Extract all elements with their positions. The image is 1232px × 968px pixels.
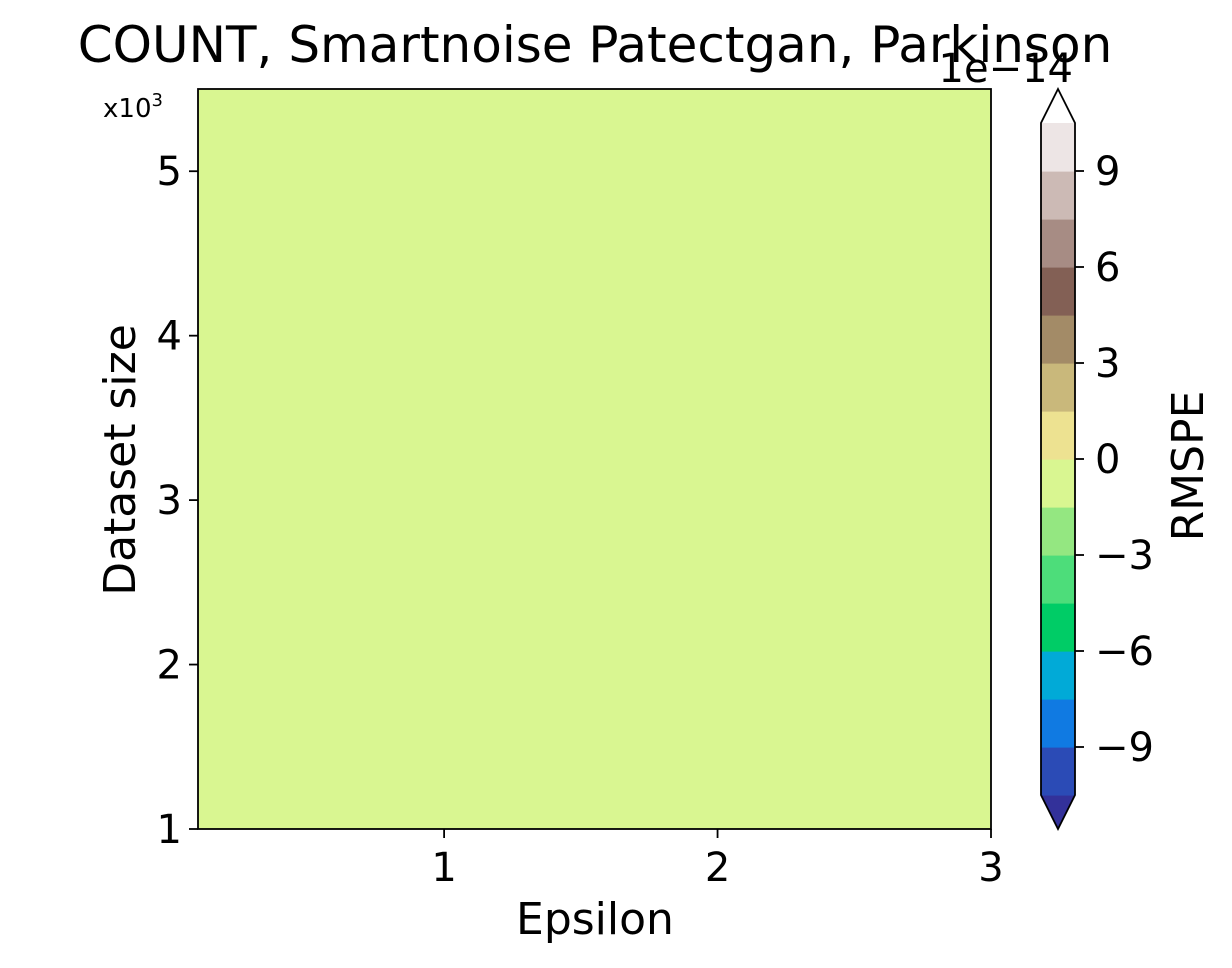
colorbar-segment (1041, 315, 1075, 364)
colorbar-segment (1041, 363, 1075, 412)
colorbar-tick-label: 6 (1095, 245, 1120, 291)
y-tick-label: 2 (157, 643, 182, 689)
colorbar-segment (1041, 507, 1075, 556)
colorbar-segment (1041, 411, 1075, 460)
colorbar-segment (1041, 219, 1075, 268)
colorbar-segment (1041, 699, 1075, 748)
y-tick-label: 3 (157, 478, 182, 524)
x-axis-label: Epsilon (516, 894, 674, 945)
colorbar-segment (1041, 123, 1075, 172)
plot-area: 1 2 3 1 2 3 4 5 (157, 88, 1004, 891)
colorbar-tick-label: −9 (1095, 725, 1154, 771)
x-tick-label: 1 (431, 845, 456, 891)
x-tick-label: 3 (978, 845, 1003, 891)
heatmap-fill (198, 89, 991, 829)
y-axis-multiplier: x103 (103, 90, 163, 124)
colorbar-tick-label: −6 (1095, 629, 1154, 675)
colorbar-segment (1041, 747, 1075, 796)
colorbar-extend-min (1041, 795, 1075, 829)
colorbar-offset-text: 1e−14 (939, 46, 1073, 92)
colorbar-segment (1041, 171, 1075, 220)
colorbar-tick-label: −3 (1095, 533, 1154, 579)
y-tick-label: 4 (157, 314, 182, 360)
colorbar-tick-label: 9 (1095, 149, 1120, 195)
y-tick-label: 1 (157, 807, 182, 853)
plot-frame (197, 88, 992, 830)
colorbar: −9 −6 −3 0 3 6 9 (1040, 86, 1154, 832)
colorbar-tick-label: 3 (1095, 341, 1120, 387)
colorbar-segment (1041, 459, 1075, 508)
y-axis-label: Dataset size (95, 324, 146, 596)
y-multiplier-exponent: 3 (152, 90, 163, 111)
colorbar-extend-max (1041, 89, 1075, 123)
x-tick-label: 2 (705, 845, 730, 891)
y-tick-label: 5 (157, 149, 182, 195)
colorbar-segment (1041, 555, 1075, 604)
colorbar-segment (1041, 603, 1075, 652)
colorbar-label: RMSPE (1163, 391, 1214, 542)
colorbar-tick-label: 0 (1095, 437, 1120, 483)
y-multiplier-base: x10 (103, 94, 151, 124)
colorbar-segment (1041, 267, 1075, 316)
colorbar-outline (1040, 86, 1076, 832)
colorbar-segment (1041, 651, 1075, 700)
chart-title: COUNT, Smartnoise Patectgan, Parkinson (78, 16, 1113, 74)
